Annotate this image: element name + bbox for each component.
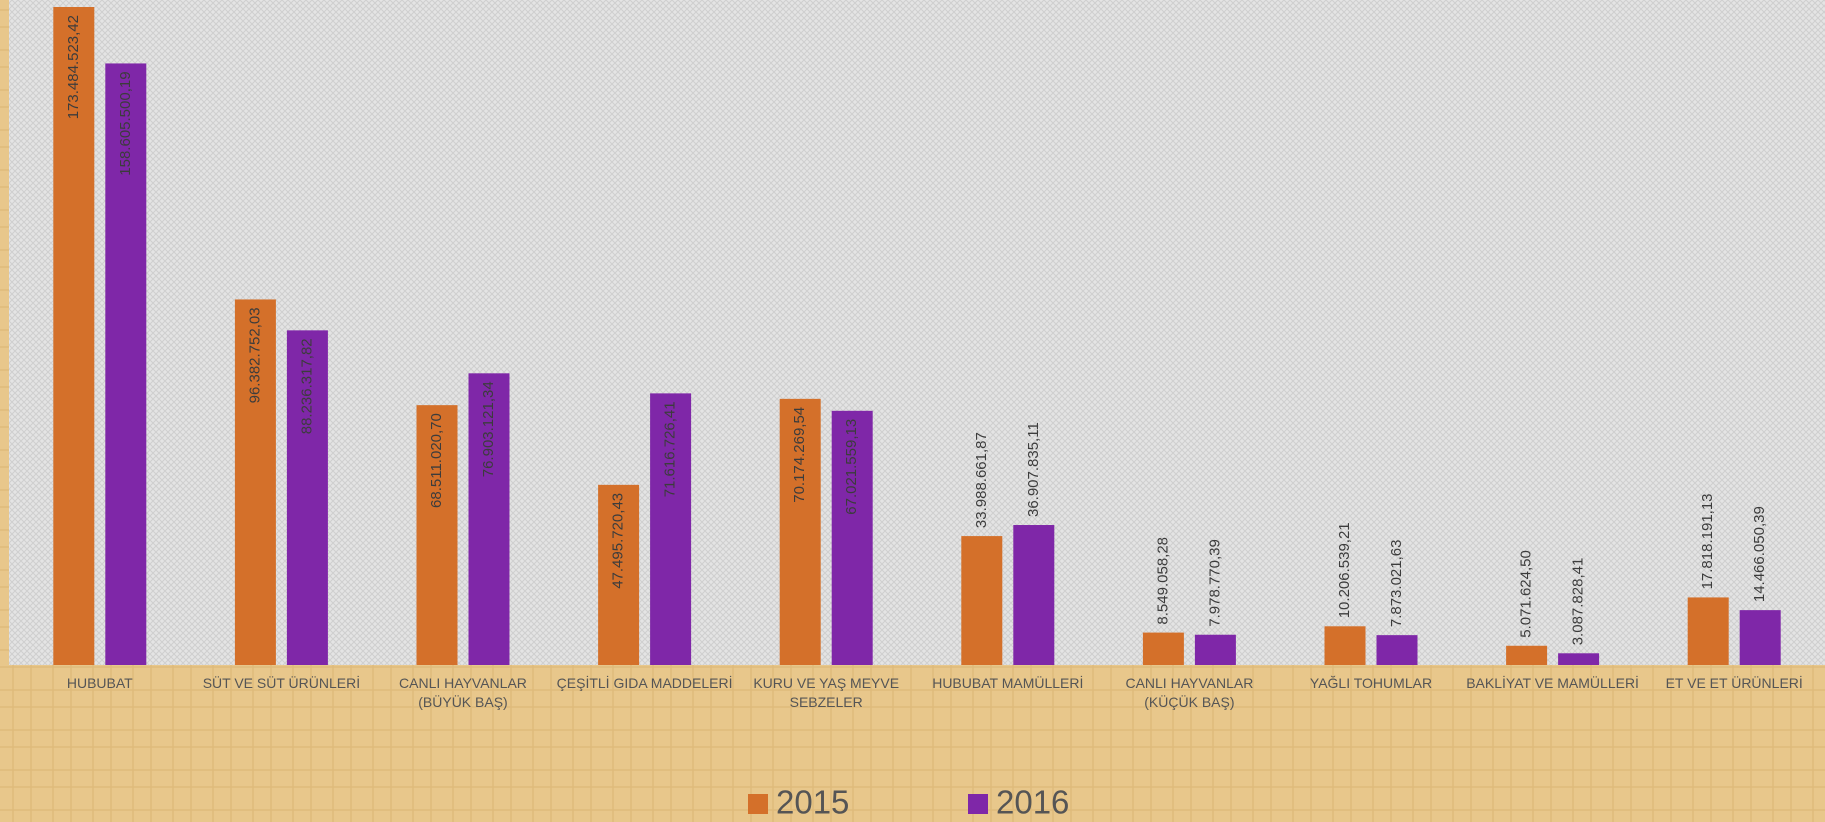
x-tick-label: YAĞLI TOHUMLAR bbox=[1309, 675, 1433, 691]
x-tick-label: HUBUBAT MAMÜLLERİ bbox=[932, 675, 1084, 691]
x-tick-label: SÜT VE SÜT ÜRÜNLERİ bbox=[202, 675, 361, 691]
data-label: 173.484.523,42 bbox=[65, 15, 82, 119]
data-label: 14.466.050,39 bbox=[1751, 506, 1768, 602]
legend-label: 2015 bbox=[776, 784, 849, 821]
bar bbox=[1506, 645, 1548, 665]
data-label: 33.988.661,87 bbox=[973, 432, 990, 528]
x-tick-label: HUBUBAT bbox=[66, 675, 133, 691]
data-label: 71.616.726,41 bbox=[662, 401, 679, 497]
bar bbox=[1739, 610, 1781, 665]
data-label: 8.549.058,28 bbox=[1154, 537, 1171, 625]
legend-swatch bbox=[968, 794, 988, 814]
legend-label: 2016 bbox=[996, 784, 1069, 821]
bar bbox=[1376, 635, 1418, 665]
data-label: 10.206.539,21 bbox=[1336, 522, 1353, 618]
data-label: 76.903.121,34 bbox=[480, 381, 497, 477]
data-label: 5.071.624,50 bbox=[1518, 550, 1535, 638]
bar bbox=[1324, 626, 1366, 665]
x-tick-label: CANLI HAYVANLAR (KÜÇÜK BAŞ) bbox=[1125, 675, 1254, 710]
bar bbox=[1013, 525, 1055, 665]
plot-area bbox=[9, 0, 1825, 665]
data-label: 47.495.720,43 bbox=[610, 493, 627, 589]
bar bbox=[1194, 634, 1236, 665]
legend-swatch bbox=[748, 794, 768, 814]
data-label: 7.978.770,39 bbox=[1206, 539, 1223, 627]
data-label: 70.174.269,54 bbox=[791, 407, 808, 503]
bar bbox=[650, 393, 692, 665]
bar bbox=[468, 373, 510, 665]
data-label: 158.605.500,19 bbox=[117, 71, 134, 175]
bar bbox=[416, 405, 458, 665]
data-label: 3.087.828,41 bbox=[1570, 558, 1587, 646]
bar bbox=[779, 398, 821, 665]
bar bbox=[831, 410, 873, 665]
data-label: 36.907.835,11 bbox=[1025, 422, 1042, 517]
x-tick-label: ET VE ET ÜRÜNLERİ bbox=[1665, 675, 1803, 691]
bar bbox=[286, 330, 328, 665]
x-tick-label: ÇEŞİTLİ GIDA MADDELERİ bbox=[556, 675, 733, 691]
bar bbox=[105, 63, 147, 665]
data-label: 17.818.191,13 bbox=[1699, 493, 1716, 589]
x-tick-label: CANLI HAYVANLAR (BÜYÜK BAŞ) bbox=[399, 675, 527, 710]
bar bbox=[1142, 632, 1184, 665]
data-label: 67.021.559,13 bbox=[843, 419, 860, 515]
bar bbox=[961, 536, 1003, 665]
bar bbox=[1558, 653, 1600, 665]
bar bbox=[53, 7, 95, 665]
data-label: 96.382.752,03 bbox=[246, 307, 263, 403]
data-label: 7.873.021,63 bbox=[1388, 540, 1405, 628]
bar bbox=[234, 299, 276, 665]
bar bbox=[598, 484, 640, 665]
data-label: 88.236.317,82 bbox=[298, 338, 315, 434]
bar bbox=[1687, 597, 1729, 665]
data-label: 68.511.020,70 bbox=[428, 413, 445, 508]
x-tick-label: KURU VE YAŞ MEYVE SEBZELER bbox=[753, 675, 900, 710]
x-tick-label: BAKLİYAT VE MAMÜLLERİ bbox=[1466, 675, 1639, 691]
